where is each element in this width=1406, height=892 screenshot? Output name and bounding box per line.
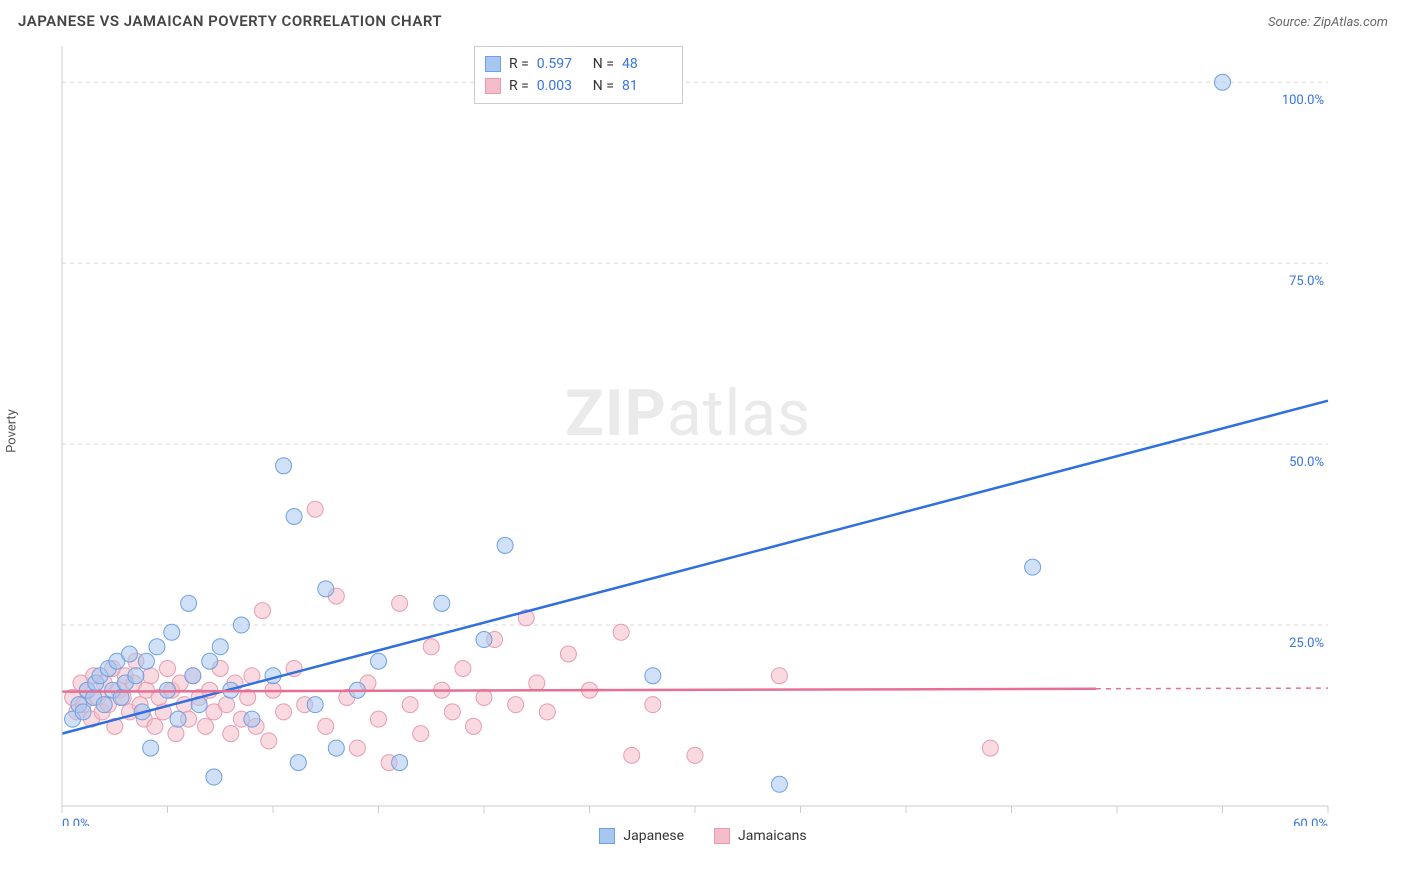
legend-swatch [599,828,615,844]
y-tick-label: 50.0% [1289,455,1324,470]
scatter-chart: 25.0% 50.0% 75.0% 100.0% 0.0% 60.0% [18,36,1348,826]
stat-r-value: 0.597 [537,53,585,75]
x-tick-label: 60.0% [1293,817,1328,826]
y-axis-label: Poverty [5,409,20,453]
source-attribution: Source: ZipAtlas.com [1268,15,1388,30]
series-swatch [485,78,501,94]
stat-n-value: 48 [622,53,670,75]
y-tick-label: 100.0% [1282,93,1324,108]
stat-r-value: 0.003 [537,75,585,97]
legend-item: Jamaicans [714,828,807,844]
legend-label: Jamaicans [738,828,807,844]
stats-row: R = 0.003 N = 81 [485,75,670,97]
chart-title: JAPANESE VS JAMAICAN POVERTY CORRELATION… [18,12,442,30]
stat-n-label: N = [593,75,614,97]
chart-container: Poverty 25.0%50.0%75.0%100.0%0.0%60.0% Z… [18,36,1388,826]
x-tick-label: 0.0% [62,817,90,826]
stat-r-label: R = [509,75,529,97]
y-tick-label: 25.0% [1289,636,1324,651]
stats-row: R = 0.597 N = 48 [485,53,670,75]
series-swatch [485,56,501,72]
legend-swatch [714,828,730,844]
y-tick-label: 75.0% [1289,274,1324,289]
stats-legend-box: R = 0.597 N = 48 R = 0.003 N = 81 [474,46,683,104]
chart-legend: Japanese Jamaicans [0,828,1406,844]
stat-n-label: N = [593,53,614,75]
legend-label: Japanese [623,828,684,844]
legend-item: Japanese [599,828,684,844]
stat-n-value: 81 [622,75,670,97]
stat-r-label: R = [509,53,529,75]
